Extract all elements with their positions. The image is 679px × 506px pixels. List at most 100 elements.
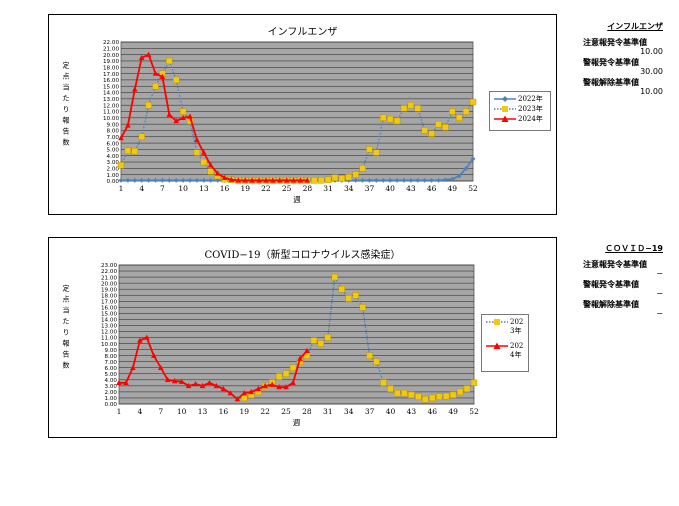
covid-chart: COVID−19（新型コロナウイルス感染症） 0.00 1.00 2.00 3.00 4… bbox=[48, 237, 557, 438]
data-point bbox=[324, 334, 332, 341]
data-point bbox=[429, 394, 436, 402]
series-line bbox=[244, 276, 475, 400]
data-point bbox=[118, 177, 124, 183]
data-point bbox=[152, 83, 159, 90]
data-point bbox=[353, 177, 359, 183]
y-tick-label: 19.00 bbox=[101, 287, 117, 293]
y-tick-label: 20.00 bbox=[103, 53, 119, 59]
legend-swatch-icon bbox=[486, 319, 508, 325]
x-tick-label: 7 bbox=[158, 407, 163, 416]
y-tick-label: 9.00 bbox=[107, 122, 120, 128]
y-tick-label: 11.00 bbox=[101, 336, 117, 342]
data-point bbox=[331, 273, 338, 281]
y-tick-label: 17.00 bbox=[103, 72, 119, 78]
x-tick-label: 40 bbox=[385, 184, 395, 193]
data-point bbox=[192, 381, 199, 387]
data-point bbox=[380, 177, 386, 183]
y-tick-label: 13.00 bbox=[103, 97, 119, 103]
data-point bbox=[428, 130, 435, 137]
data-point bbox=[276, 177, 283, 183]
data-point bbox=[194, 136, 200, 143]
y-tick-label: 22.00 bbox=[103, 40, 119, 46]
data-point bbox=[173, 117, 180, 124]
x-axis-label: 週 bbox=[293, 418, 301, 427]
x-tick-label: 46 bbox=[427, 407, 437, 416]
threshold-item: 警報発令基準値 30.00 bbox=[583, 58, 663, 76]
legend-swatch-icon bbox=[494, 106, 516, 112]
data-point bbox=[401, 389, 408, 397]
y-tick-label: 7.00 bbox=[107, 135, 120, 141]
data-point bbox=[455, 114, 463, 122]
y-axis-label: 定点当たり報告数 bbox=[63, 61, 70, 147]
data-point bbox=[373, 358, 380, 365]
y-tick-label: 7.00 bbox=[105, 360, 118, 366]
data-point bbox=[160, 177, 165, 183]
data-point bbox=[449, 108, 456, 115]
x-tick-label: 4 bbox=[139, 184, 144, 193]
data-point bbox=[132, 177, 138, 183]
x-tick-label: 28 bbox=[302, 407, 312, 416]
data-point bbox=[407, 101, 415, 109]
data-point bbox=[248, 388, 255, 395]
y-tick-label: 17.00 bbox=[101, 299, 117, 305]
y-tick-label: 16.00 bbox=[103, 78, 119, 84]
x-tick-label: 19 bbox=[240, 184, 250, 193]
data-point bbox=[241, 390, 248, 396]
y-tick-label: 11.00 bbox=[103, 110, 119, 116]
threshold-label: 警報発令基準値 bbox=[583, 280, 639, 289]
data-point bbox=[152, 70, 159, 76]
data-point bbox=[138, 54, 145, 60]
chart-legend: 2022年 2023年 2024年 bbox=[489, 91, 551, 131]
x-tick-label: 22 bbox=[261, 184, 271, 193]
threshold-item: 注意報発令基準値 10.00 bbox=[583, 38, 663, 56]
x-tick-label: 13 bbox=[199, 184, 209, 193]
data-point bbox=[366, 352, 373, 359]
y-tick-label: 9.00 bbox=[105, 348, 118, 354]
data-point bbox=[208, 177, 214, 183]
data-point bbox=[373, 149, 380, 156]
series-line bbox=[119, 336, 308, 401]
y-tick-label: 22.00 bbox=[101, 269, 117, 275]
x-tick-label: 37 bbox=[365, 184, 375, 193]
y-tick-label: 15.00 bbox=[103, 84, 119, 90]
data-point bbox=[166, 111, 173, 117]
threshold-item: 警報解除基準値 − bbox=[583, 300, 663, 318]
data-point bbox=[442, 177, 448, 183]
data-point bbox=[456, 388, 464, 396]
legend-swatch-icon bbox=[494, 96, 516, 102]
data-point bbox=[367, 177, 372, 183]
data-point bbox=[393, 117, 401, 125]
y-tick-label: 5.00 bbox=[105, 372, 118, 378]
x-tick-label: 43 bbox=[407, 407, 417, 416]
threshold-value: − bbox=[656, 309, 663, 318]
data-point bbox=[310, 337, 318, 344]
data-point bbox=[270, 177, 276, 183]
data-point bbox=[255, 385, 262, 392]
threshold-label: 注意報発令基準値 bbox=[583, 260, 647, 269]
data-point bbox=[249, 177, 255, 183]
data-point bbox=[179, 108, 187, 115]
data-point bbox=[345, 174, 352, 181]
x-tick-label: 16 bbox=[220, 184, 230, 193]
data-point bbox=[359, 304, 366, 311]
x-tick-label: 16 bbox=[219, 407, 229, 416]
data-point bbox=[414, 105, 421, 112]
data-point bbox=[338, 175, 346, 182]
y-tick-label: 21.00 bbox=[101, 275, 117, 281]
data-point bbox=[408, 391, 415, 399]
y-tick-label: 23.00 bbox=[101, 263, 117, 269]
data-point bbox=[373, 177, 379, 183]
threshold-value: 10.00 bbox=[640, 87, 663, 96]
y-tick-label: 6.00 bbox=[105, 366, 118, 372]
data-point bbox=[201, 149, 207, 155]
data-point bbox=[304, 177, 311, 183]
threshold-item: 注意報発令基準値 − bbox=[583, 260, 663, 278]
y-tick-label: 15.00 bbox=[101, 312, 117, 318]
data-point bbox=[421, 127, 428, 134]
x-tick-label: 31 bbox=[323, 407, 333, 416]
x-tick-label: 37 bbox=[365, 407, 375, 416]
data-point bbox=[194, 177, 200, 183]
data-point bbox=[345, 295, 352, 302]
data-point bbox=[400, 105, 408, 112]
data-point bbox=[380, 379, 387, 387]
